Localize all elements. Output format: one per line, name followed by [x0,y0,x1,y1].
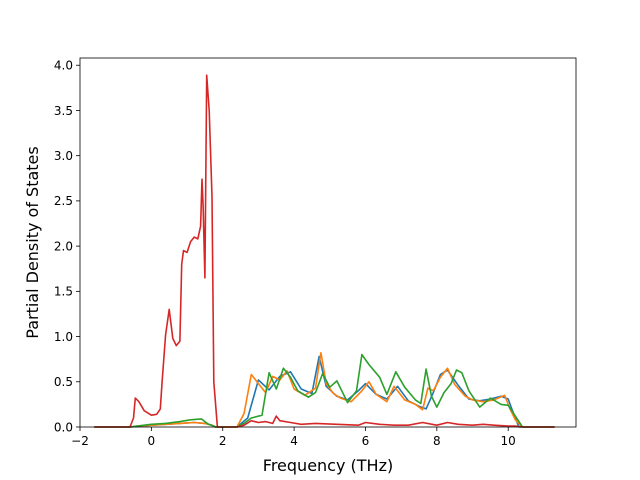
y-tick-label: 3.0 [54,149,73,163]
x-tick-label: 4 [290,434,298,448]
y-tick-label: 0.0 [54,420,73,434]
y-tick-label: 4.0 [54,59,73,73]
plot-area [80,58,576,427]
x-tick-label: 8 [433,434,441,448]
y-tick-label: 3.5 [54,104,73,118]
x-tick-label: 2 [219,434,227,448]
x-tick-label: −2 [71,434,89,448]
y-axis-label: Partial Density of States [23,146,42,338]
x-axis-ticks: −2 0 2 4 6 8 10 [71,427,516,448]
x-tick-label: 0 [148,434,156,448]
y-axis-ticks: 0.0 0.5 1.0 1.5 2.0 2.5 3.0 3.5 4.0 [54,59,80,434]
y-tick-label: 2.0 [54,239,73,253]
y-tick-label: 2.5 [54,194,73,208]
plot-frame [79,57,577,428]
y-tick-label: 0.5 [54,375,73,389]
y-tick-label: 1.5 [54,285,73,299]
series-layer [94,74,555,428]
series-line-4 [94,74,555,428]
series-line-3 [94,353,555,428]
x-tick-label: 10 [501,434,516,448]
x-tick-label: 6 [362,434,370,448]
y-tick-label: 1.0 [54,330,73,344]
x-axis-label: Frequency (THz) [263,456,393,475]
